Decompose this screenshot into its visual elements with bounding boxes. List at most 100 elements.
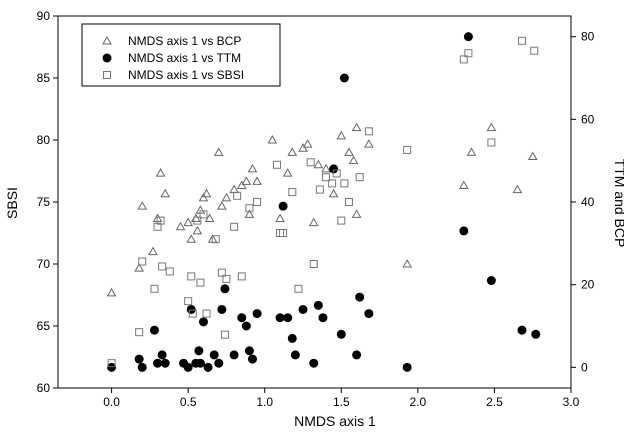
ttm-point	[217, 304, 227, 314]
ttm-point	[195, 358, 205, 368]
x-tick-label: 0.0	[103, 395, 120, 409]
legend-square-marker	[103, 71, 111, 79]
sbsi-point	[202, 309, 211, 318]
ttm-point	[352, 350, 362, 360]
left-y-tick-label: 90	[37, 9, 51, 23]
sbsi-point	[315, 185, 324, 194]
bcp-point	[247, 163, 258, 173]
legend: NMDS axis 1 vs BCP NMDS axis 1 vs TTM NM…	[81, 23, 281, 87]
ttm-point	[137, 362, 147, 372]
sbsi-point	[187, 272, 196, 281]
ttm-point	[160, 358, 170, 368]
x-tick-label: 0.5	[180, 395, 197, 409]
sbsi-point	[272, 160, 281, 169]
sbsi-point	[230, 222, 239, 231]
ttm-point	[247, 354, 257, 364]
sbsi-point	[188, 309, 197, 318]
ttm-point	[283, 313, 293, 323]
bcp-point	[302, 139, 313, 148]
bcp-point	[486, 122, 497, 132]
sbsi-point	[196, 278, 205, 287]
sbsi-point	[337, 216, 346, 225]
sbsi-point	[193, 216, 202, 225]
left-y-tick-label: 75	[37, 195, 51, 209]
right-y-tick-label: 0	[581, 360, 588, 374]
ttm-point	[278, 201, 288, 211]
ttm-point	[486, 276, 496, 286]
bcp-point	[466, 147, 477, 156]
right-y-axis-title: TTM and BCP	[612, 159, 624, 248]
legend-label-bcp: NMDS axis 1 vs BCP	[128, 34, 241, 48]
bcp-point	[236, 180, 247, 189]
sbsi-point	[237, 272, 246, 281]
ttm-point	[203, 362, 213, 372]
ttm-point	[309, 358, 319, 368]
sbsi-point	[107, 359, 116, 368]
sbsi-point	[156, 216, 165, 225]
right-y-tick-label: 60	[581, 112, 595, 126]
bcp-point	[148, 246, 158, 256]
legend-label-ttm: NMDS axis 1 vs TTM	[128, 51, 241, 65]
sbsi-point	[306, 158, 315, 167]
ttm-point	[339, 73, 349, 83]
sbsi-point	[184, 297, 193, 306]
ttm-point	[134, 354, 144, 364]
bcp-point	[221, 192, 232, 202]
x-tick-label: 2.0	[410, 395, 427, 409]
sbsi-point	[332, 169, 341, 178]
bcp-point	[344, 147, 354, 156]
bcp-point	[287, 147, 298, 156]
bcp-point	[321, 163, 331, 173]
sbsi-point	[220, 330, 229, 339]
sbsi-point	[530, 46, 539, 55]
ttm-point	[318, 313, 328, 323]
left-y-tick-label: 60	[37, 381, 51, 395]
bcp-point	[527, 151, 538, 161]
ttm-point	[517, 325, 527, 335]
sbsi-point	[344, 198, 353, 206]
ttm-point	[355, 292, 365, 302]
legend-circle-marker	[102, 53, 112, 63]
legend-triangle-marker	[102, 35, 112, 45]
ttm-point	[209, 350, 219, 360]
bcp-point	[402, 258, 413, 268]
bcp-point	[160, 188, 171, 198]
ttm-point	[220, 284, 230, 294]
bcp-point	[512, 184, 523, 194]
bcp-point	[190, 213, 201, 223]
sbsi-point	[328, 179, 337, 188]
bcp-point	[348, 155, 359, 165]
sbsi-point	[233, 191, 242, 200]
sbsi-point	[321, 173, 330, 182]
ttm-point	[463, 32, 473, 42]
sbsi-point	[158, 262, 167, 271]
sbsi-point	[135, 328, 144, 337]
ttm-point	[459, 226, 469, 236]
bcp-point	[336, 130, 347, 140]
right-y-tick-label: 40	[581, 195, 595, 209]
ttm-point	[186, 304, 196, 314]
bcp-point	[275, 213, 285, 223]
sbsi-point	[288, 188, 297, 197]
bcp-point	[106, 287, 117, 297]
ttm-point	[290, 350, 300, 360]
ttm-point	[194, 346, 204, 356]
bcp-point	[198, 192, 209, 202]
bcp-point	[175, 221, 186, 231]
right-y-tick-label: 20	[581, 278, 595, 292]
sbsi-point	[487, 138, 496, 147]
bcp-point	[351, 209, 362, 218]
bcp-point	[137, 201, 148, 210]
ttm-point	[229, 350, 239, 360]
sbsi-point	[279, 229, 288, 237]
bcp-point	[298, 143, 308, 152]
sbsi-point	[245, 204, 254, 213]
ttm-point	[107, 362, 117, 372]
ttm-point	[153, 358, 163, 368]
left-y-axis-title: SBSI	[4, 187, 20, 219]
ttm-point	[237, 313, 247, 323]
sbsi-point	[211, 235, 220, 244]
sbsi-point	[464, 49, 473, 58]
bcp-point	[244, 209, 255, 218]
x-axis-title: NMDS axis 1	[294, 413, 376, 429]
